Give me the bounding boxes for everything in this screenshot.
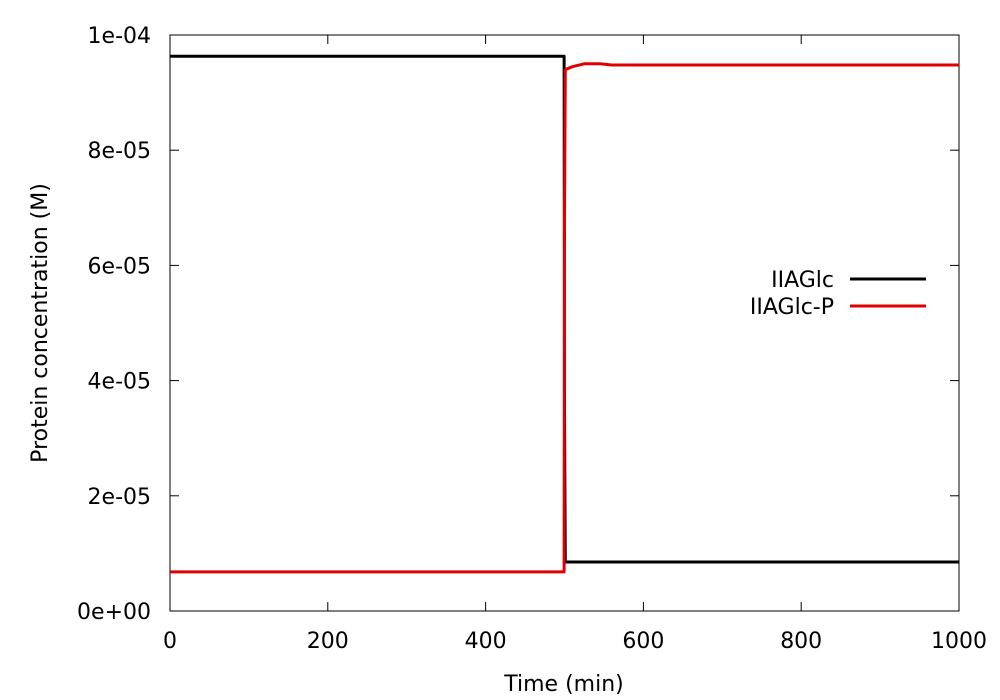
y-tick-label: 0e+00 <box>77 600 151 625</box>
x-tick-label: 200 <box>307 629 349 654</box>
x-tick-label: 1000 <box>931 629 987 654</box>
x-tick-label: 400 <box>465 629 507 654</box>
series-line-iiaglc-p <box>170 62 959 574</box>
x-tick-label: 800 <box>780 629 822 654</box>
x-tick-label: 0 <box>163 629 177 654</box>
y-tick-label: 1e-04 <box>88 24 151 49</box>
series-lines <box>170 54 959 574</box>
axis-ticks <box>169 34 960 612</box>
legend-label: IIAGlc-P <box>750 295 834 320</box>
x-tick-label: 600 <box>622 629 664 654</box>
plot-frame <box>169 34 960 612</box>
legend-label: IIAGlc <box>771 268 834 293</box>
y-tick-label: 6e-05 <box>88 254 151 279</box>
y-tick-label: 8e-05 <box>88 139 151 164</box>
y-axis-label: Protein concentration (M) <box>28 183 53 463</box>
x-axis-label: Time (min) <box>503 672 624 697</box>
y-tick-label: 4e-05 <box>88 370 151 395</box>
y-tick-label: 2e-05 <box>88 485 151 510</box>
tick-labels: 0 200 400 600 800 1000 0e+00 2e-05 4e-05 6e-05 8e-… <box>77 24 987 654</box>
